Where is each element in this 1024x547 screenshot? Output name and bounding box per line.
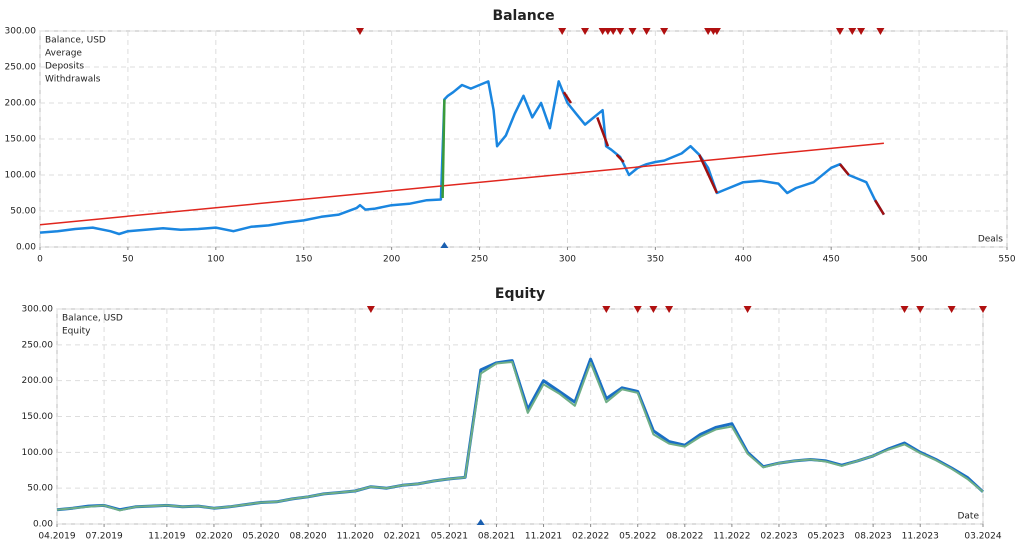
y-tick-label: 300.00 (22, 305, 54, 315)
series-line (39, 80, 885, 236)
x-tick-label: 300 (559, 255, 576, 265)
x-tick-label: 04.2019 (38, 532, 75, 542)
x-tick-label: 05.2023 (807, 532, 844, 542)
y-tick-label: 0.00 (33, 520, 53, 530)
legend-entry: Average (45, 49, 82, 59)
withdrawal-marker (916, 306, 925, 313)
x-tick-label: 400 (735, 255, 752, 265)
withdrawal-marker (848, 28, 857, 35)
withdrawal-marker (876, 28, 885, 35)
x-tick-label: 03.2024 (964, 532, 1001, 542)
x-tick-label: 350 (647, 255, 664, 265)
axis-label: Date (957, 512, 979, 522)
y-tick-label: 150.00 (5, 135, 37, 145)
x-tick-label: 11.2022 (713, 532, 750, 542)
legend-entry: Balance, USD (62, 314, 123, 324)
withdrawal-marker (660, 28, 669, 35)
y-tick-label: 100.00 (22, 448, 54, 458)
x-tick-label: 02.2021 (384, 532, 421, 542)
x-tick-label: 11.2021 (525, 532, 562, 542)
withdrawal-marker (900, 306, 909, 313)
withdrawal-marker (743, 306, 752, 313)
withdrawal-marker (616, 28, 625, 35)
legend-entry: Balance, USD (45, 36, 106, 46)
y-tick-label: 0.00 (16, 243, 36, 253)
x-tick-label: 05.2022 (619, 532, 656, 542)
withdrawal-marker (602, 306, 611, 313)
y-tick-label: 200.00 (5, 99, 37, 109)
withdrawal-marker (704, 28, 713, 35)
withdrawal-marker (947, 306, 956, 313)
y-tick-label: 50.00 (27, 484, 53, 494)
withdrawal-marker (355, 28, 364, 35)
x-tick-label: 250 (471, 255, 488, 265)
withdrawal-marker (609, 28, 618, 35)
y-tick-label: 150.00 (22, 412, 54, 422)
deposit-marker (476, 519, 485, 525)
y-tick-label: 100.00 (5, 171, 37, 181)
withdrawal-marker (603, 28, 612, 35)
x-tick-label: 07.2019 (85, 532, 122, 542)
withdrawal-marker (366, 306, 375, 313)
withdrawal-marker (665, 306, 674, 313)
x-tick-label: 11.2020 (337, 532, 374, 542)
y-tick-label: 200.00 (22, 376, 54, 386)
x-tick-label: 05.2020 (242, 532, 279, 542)
legend-entry: Equity (62, 327, 91, 337)
series-line (562, 91, 885, 216)
x-tick-label: 550 (998, 255, 1015, 265)
withdrawal-marker (649, 306, 658, 313)
y-tick-label: 250.00 (22, 340, 54, 350)
chart-title: Balance (492, 8, 554, 24)
withdrawal-marker (642, 28, 651, 35)
x-tick-label: 11.2019 (148, 532, 185, 542)
x-tick-label: 0 (37, 255, 43, 265)
axis-label: Deals (978, 235, 1003, 245)
withdrawal-marker (628, 28, 637, 35)
withdrawal-marker (558, 28, 567, 35)
series-line (39, 142, 884, 226)
y-tick-label: 50.00 (10, 207, 36, 217)
withdrawal-marker (581, 28, 590, 35)
x-tick-label: 100 (207, 255, 224, 265)
x-tick-label: 08.2021 (478, 532, 515, 542)
withdrawal-marker (712, 28, 721, 35)
legend-entry: Deposits (45, 62, 84, 72)
legend-entry: Withdrawals (45, 75, 101, 85)
withdrawal-marker (857, 28, 866, 35)
x-tick-label: 02.2020 (195, 532, 232, 542)
x-tick-label: 02.2023 (760, 532, 797, 542)
x-tick-label: 08.2023 (855, 532, 892, 542)
x-tick-label: 450 (823, 255, 840, 265)
chart-title: Equity (495, 286, 545, 302)
series-line (441, 99, 446, 199)
x-tick-label: 50 (122, 255, 134, 265)
withdrawal-marker (835, 28, 844, 35)
withdrawal-marker (598, 28, 607, 35)
y-tick-label: 300.00 (5, 27, 37, 37)
x-tick-label: 11.2023 (902, 532, 939, 542)
x-tick-label: 08.2020 (290, 532, 327, 542)
withdrawal-marker (633, 306, 642, 313)
x-tick-label: 08.2022 (666, 532, 703, 542)
x-tick-label: 200 (383, 255, 400, 265)
deposit-marker (440, 242, 449, 248)
x-tick-label: 02.2022 (572, 532, 609, 542)
x-tick-label: 150 (295, 255, 312, 265)
x-tick-label: 05.2021 (431, 532, 468, 542)
y-tick-label: 250.00 (5, 63, 37, 73)
series-line (56, 361, 984, 512)
withdrawal-marker (979, 306, 987, 313)
x-tick-label: 500 (910, 255, 927, 265)
